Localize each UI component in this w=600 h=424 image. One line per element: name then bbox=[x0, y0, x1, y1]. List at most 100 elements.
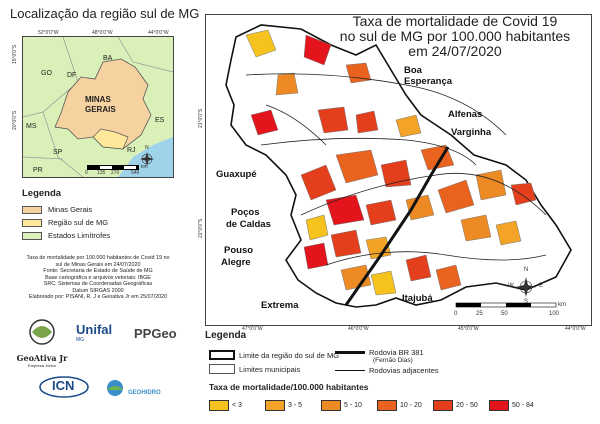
class-swatch bbox=[209, 400, 229, 411]
city-pocos-2: de Caldas bbox=[226, 219, 271, 230]
inset-label-ba: BA bbox=[103, 55, 113, 62]
inset-label-mg-1: MINAS bbox=[85, 95, 111, 104]
inset-scale-tick: 270 bbox=[111, 170, 120, 176]
legend-label: Região sul de MG bbox=[48, 218, 109, 227]
icn-logo: ICN bbox=[36, 372, 92, 402]
inset-top-tick: 48°0'0"W bbox=[92, 30, 113, 36]
class-label: 20 - 50 bbox=[456, 402, 478, 409]
class-item: 20 - 50 bbox=[433, 400, 485, 411]
geohidro-logo-text: GEOHIDRO bbox=[128, 390, 161, 396]
left-legend-item: Estados Limítrofes bbox=[22, 231, 172, 240]
bottom-legend: Legenda Limite da região do sul de MG Li… bbox=[205, 330, 590, 422]
icn-logo-mark bbox=[39, 376, 89, 398]
city-boa-esperanca-1: Boa bbox=[404, 65, 422, 76]
city-extrema: Extrema bbox=[261, 300, 299, 311]
legend-limit-label: Limite da região do sul de MG bbox=[239, 350, 340, 360]
legend-swatch bbox=[22, 218, 42, 227]
map-scale-tick: 25 bbox=[476, 311, 483, 317]
credit-line: Fonte: Secretaria de Estado de Saúde de … bbox=[43, 268, 153, 274]
inset-map: BA GO DF MINAS GERAIS MS SP RJ ES PR 0 1… bbox=[22, 36, 174, 178]
map-title-line: no sul de MG por 100.000 habitantes bbox=[339, 28, 571, 44]
inset-north-label: N bbox=[145, 145, 149, 151]
city-varginha: Varginha bbox=[451, 127, 492, 138]
class-label: 10 - 20 bbox=[400, 402, 422, 409]
classes-row: < 3 3 - 5 5 - 10 10 - 20 20 - 50 50 - 84 bbox=[209, 400, 541, 411]
credit-line: sul de Minas Gerais em 24/07/2020 bbox=[55, 261, 141, 268]
class-item: 50 - 84 bbox=[489, 400, 541, 411]
map-bottom-tick: 44°0'0"W bbox=[565, 326, 586, 332]
icn-logo-text: ICN bbox=[52, 378, 75, 393]
compass-w: W bbox=[508, 283, 514, 289]
map-scale-tick: 100 bbox=[549, 311, 560, 317]
compass-rose bbox=[516, 277, 536, 297]
legend-municipal-swatch bbox=[209, 364, 235, 374]
map-left-tick: 21°0'0"S bbox=[198, 108, 204, 128]
inset-top-tick: 52°0'0"W bbox=[38, 30, 59, 36]
class-label: 5 - 10 bbox=[344, 402, 362, 409]
geoativa-logo-text: GeoAtiva Jr bbox=[16, 353, 68, 363]
map-title: Taxa de mortalidade de Covid 19 no sul d… bbox=[330, 14, 580, 59]
credits-block: Taxa de mortalidade por 100.000 habitant… bbox=[8, 255, 188, 301]
inset-top-tick: 44°0'0"W bbox=[148, 30, 169, 36]
map-scale-tick: 50 bbox=[501, 311, 508, 317]
city-alfenas: Alfenas bbox=[448, 109, 483, 120]
credit-line: Base cartográfica e arquivos vetoriais: … bbox=[45, 274, 151, 281]
left-legend-item: Região sul de MG bbox=[22, 218, 172, 227]
sul-mg-shape bbox=[92, 128, 129, 150]
map-bottom-tick: 45°0'0"W bbox=[458, 326, 479, 332]
unifal-logo-text: Unifal bbox=[76, 322, 113, 337]
legend-roads-swatch bbox=[335, 370, 365, 371]
credit-line: Elaborado por: PISANI, R. J e Geoativa J… bbox=[28, 294, 168, 300]
inset-label-es: ES bbox=[155, 117, 165, 124]
class-label: 3 - 5 bbox=[288, 402, 303, 409]
legend-br381-swatch bbox=[335, 351, 365, 354]
class-item: 5 - 10 bbox=[321, 400, 373, 411]
inset-scale-bar bbox=[87, 165, 139, 170]
inset-scale-tick: 0 bbox=[85, 170, 88, 176]
unifal-logo-sub: MG bbox=[76, 337, 85, 343]
class-label: 50 - 84 bbox=[512, 402, 534, 409]
class-swatch bbox=[489, 400, 509, 411]
map-bottom-tick: 46°0'0"W bbox=[348, 326, 369, 332]
ppgeo-logo-text: PPGeo bbox=[134, 326, 177, 341]
class-label: < 3 bbox=[232, 402, 242, 409]
legend-municipal-row: Limites municipais bbox=[209, 364, 300, 374]
map-title-line: Taxa de mortalidade de Covid 19 bbox=[352, 13, 558, 29]
inset-label-ms: MS bbox=[26, 123, 37, 130]
class-swatch bbox=[377, 400, 397, 411]
inset-scale-tick: 540 bbox=[131, 170, 140, 176]
legend-label: Estados Limítrofes bbox=[48, 231, 111, 240]
inset-label-mg-2: GERAIS bbox=[85, 105, 116, 114]
class-swatch bbox=[265, 400, 285, 411]
city-pocos-1: Poços bbox=[231, 207, 260, 218]
unifal-logo: Unifal MG bbox=[76, 322, 132, 358]
legend-roads-row: Rodovias adjacentes bbox=[335, 366, 439, 375]
legend-swatch bbox=[22, 231, 42, 240]
inset-scale-tick: 135 bbox=[97, 170, 106, 176]
legend-br381-row: Rodovia BR 381 bbox=[335, 348, 424, 357]
class-item: 10 - 20 bbox=[377, 400, 429, 411]
city-guaxupe: Guaxupé bbox=[216, 169, 257, 180]
class-item: 3 - 5 bbox=[265, 400, 317, 411]
inset-label-rj: RJ bbox=[127, 147, 136, 154]
geohidro-logo: GEOHIDRO bbox=[100, 378, 170, 404]
geohidro-logo-mark bbox=[107, 380, 123, 396]
left-legend: Legenda Minas Gerais Região sul de MG Es… bbox=[22, 188, 172, 240]
inset-label-go: GO bbox=[41, 70, 52, 77]
legend-swatch bbox=[22, 205, 42, 214]
ppgeo-logo: PPGeo bbox=[134, 326, 194, 354]
inset-scale-unit: km bbox=[141, 164, 148, 170]
left-legend-title: Legenda bbox=[22, 188, 62, 199]
city-pouso-1: Pouso bbox=[224, 245, 254, 256]
inset-label-df: DF bbox=[67, 72, 77, 79]
inset-label-pr: PR bbox=[33, 167, 43, 174]
class-swatch bbox=[321, 400, 341, 411]
left-legend-item: Minas Gerais bbox=[22, 205, 172, 214]
inset-map-svg bbox=[23, 37, 173, 177]
legend-br381-label: Rodovia BR 381 bbox=[369, 348, 424, 357]
class-swatch bbox=[433, 400, 453, 411]
credit-line: Taxa de mortalidade por 100.000 habitant… bbox=[26, 255, 170, 261]
map-scale-tick: 0 bbox=[454, 311, 458, 317]
compass-e: E bbox=[539, 283, 544, 289]
credit-line: Datum SIRGAS 2000 bbox=[72, 287, 124, 294]
